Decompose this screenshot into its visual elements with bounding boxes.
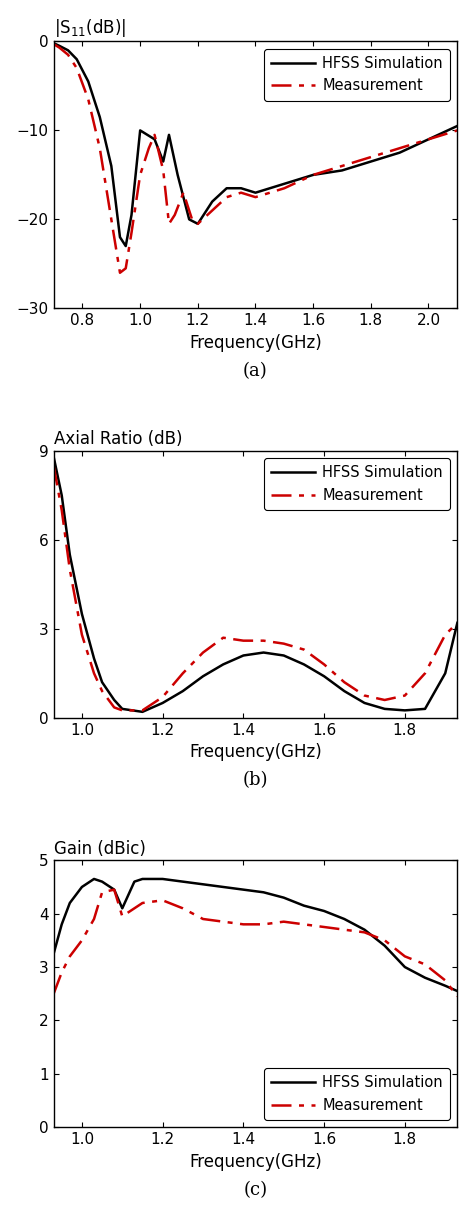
Legend: HFSS Simulation, Measurement: HFSS Simulation, Measurement (264, 458, 450, 510)
X-axis label: Frequency(GHz): Frequency(GHz) (189, 1152, 322, 1171)
Text: (a): (a) (243, 361, 268, 380)
Text: Axial Ratio (dB): Axial Ratio (dB) (54, 430, 182, 448)
Text: (c): (c) (244, 1180, 267, 1199)
Text: (b): (b) (243, 772, 268, 789)
X-axis label: Frequency(GHz): Frequency(GHz) (189, 333, 322, 352)
Legend: HFSS Simulation, Measurement: HFSS Simulation, Measurement (264, 49, 450, 101)
Text: Gain (dBic): Gain (dBic) (54, 840, 146, 858)
Legend: HFSS Simulation, Measurement: HFSS Simulation, Measurement (264, 1069, 450, 1120)
X-axis label: Frequency(GHz): Frequency(GHz) (189, 744, 322, 761)
Text: |S$_{11}$(dB)|: |S$_{11}$(dB)| (54, 17, 126, 39)
